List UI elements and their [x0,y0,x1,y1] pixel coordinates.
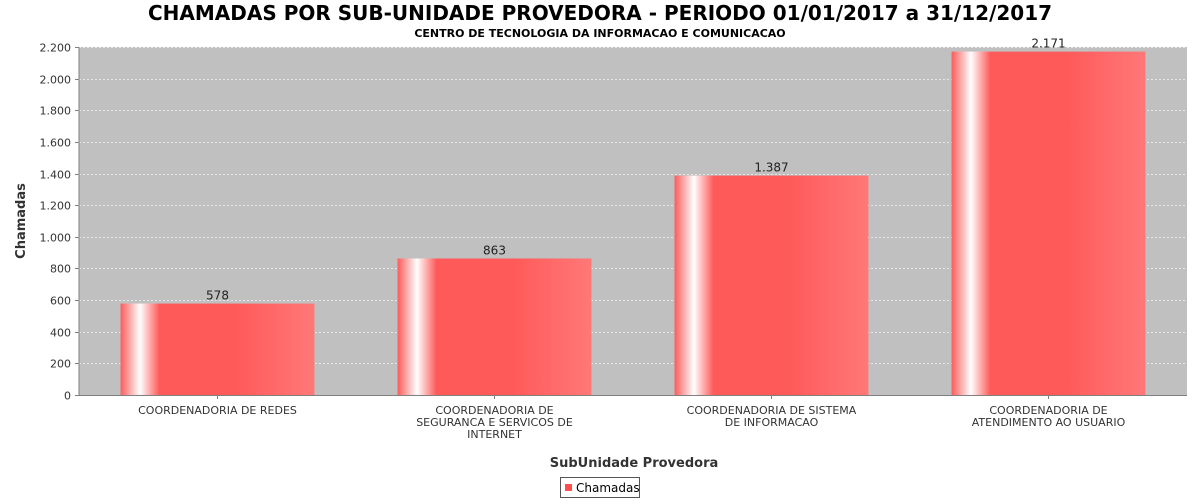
chart-subtitle: CENTRO DE TECNOLOGIA DA INFORMACAO E COM… [414,27,785,40]
value-labels: 578 863 1.387 2.171 [206,37,1066,303]
x-category-label: COORDENADORIA DE [989,404,1107,417]
y-tick-label: 2.000 [40,74,72,87]
bar [120,303,315,395]
legend-label: Chamadas [576,481,640,495]
y-tick-label: 0 [64,390,71,403]
bar [951,51,1146,395]
legend-box [560,477,640,498]
y-tick-label: 800 [50,263,71,276]
legend-swatch [565,484,572,491]
y-tick-label: 1.600 [40,137,72,150]
y-axis-ticks: 0 200 400 600 800 1.000 1.200 1.400 1.600 1.800 2.… [40,42,79,403]
bars [120,51,1146,395]
y-tick-label: 1.200 [40,200,72,213]
x-category-label: INTERNET [467,428,522,441]
y-tick-label: 2.200 [40,42,72,55]
y-tick-label: 200 [50,358,71,371]
x-category-label: COORDENADORIA DE REDES [138,404,297,417]
bar-value-label: 863 [483,243,506,257]
bar-value-label: 1.387 [754,161,788,175]
y-tick-label: 400 [50,327,71,340]
chart-title: CHAMADAS POR SUB-UNIDADE PROVEDORA - PER… [148,1,1052,25]
x-category-label: SEGURANCA E SERVICOS DE [416,416,573,429]
bar [674,175,869,395]
x-category-label: DE INFORMACAO [725,416,819,429]
x-category-label: ATENDIMENTO AO USUARIO [972,416,1126,429]
bar [397,258,592,395]
x-category-label: COORDENADORIA DE SISTEMA [687,404,857,417]
x-axis-title: SubUnidade Provedora [550,456,719,471]
y-tick-label: 600 [50,295,71,308]
x-axis-categories: COORDENADORIA DE REDES COORDENADORIA DESE… [138,395,1126,441]
bar-value-label: 2.171 [1031,37,1065,51]
x-category-label: COORDENADORIA DE [435,404,553,417]
y-tick-label: 1.800 [40,105,72,118]
legend: Chamadas [560,477,640,498]
y-axis-title: Chamadas [14,183,29,259]
bar-value-label: 578 [206,289,229,303]
y-tick-label: 1.000 [40,232,72,245]
y-tick-label: 1.400 [40,169,72,182]
